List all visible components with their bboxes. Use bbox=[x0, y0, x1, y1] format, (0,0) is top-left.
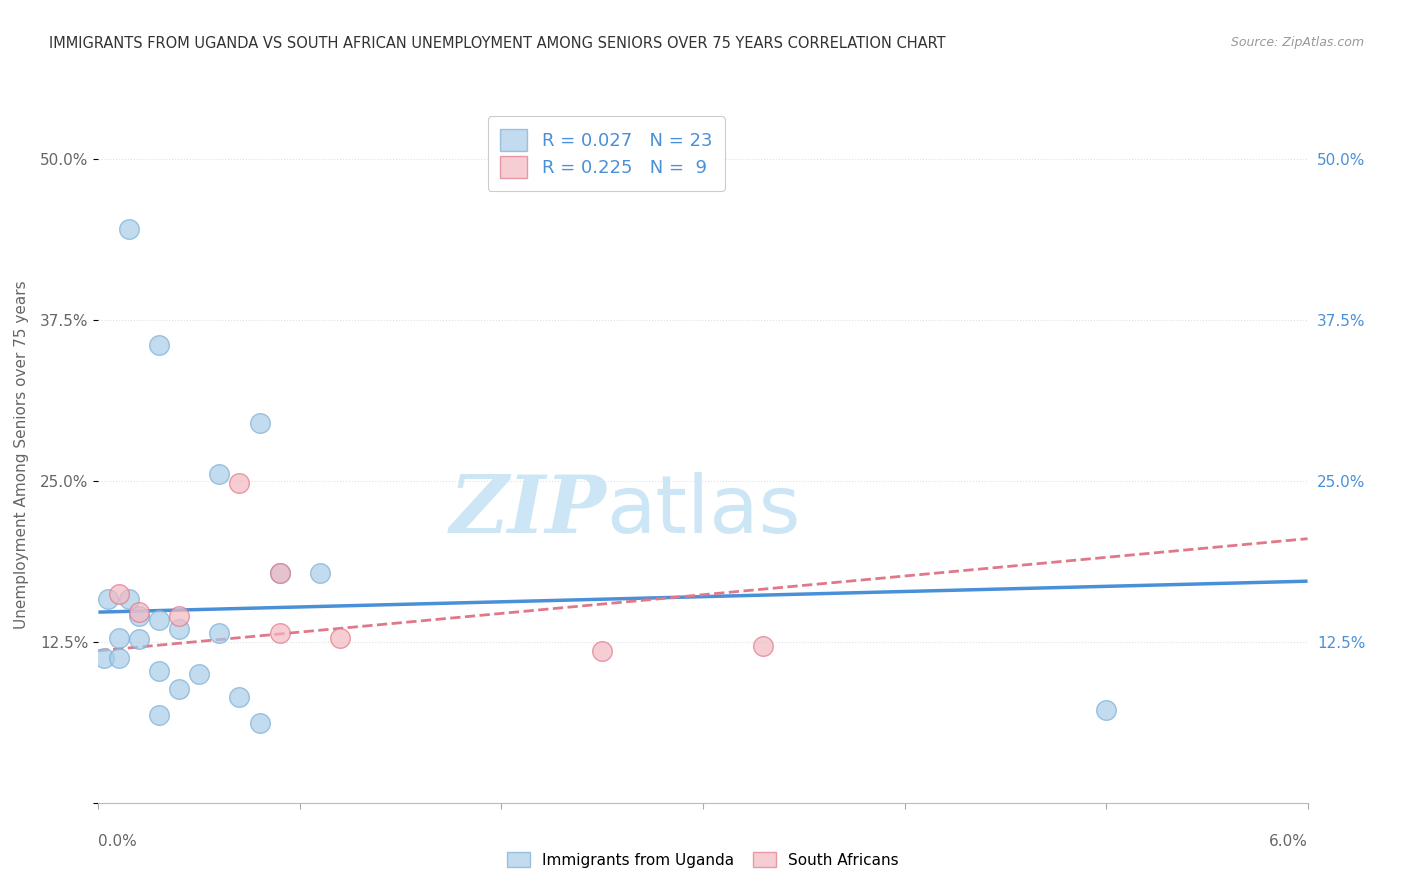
Point bbox=[309, 566, 332, 581]
Y-axis label: Unemployment Among Seniors over 75 years: Unemployment Among Seniors over 75 years bbox=[14, 281, 30, 629]
Point bbox=[269, 625, 291, 640]
Point bbox=[107, 631, 129, 645]
Point bbox=[269, 566, 291, 581]
Point bbox=[148, 708, 170, 723]
Point bbox=[269, 566, 291, 581]
Point bbox=[128, 609, 150, 624]
Point bbox=[591, 644, 613, 658]
Point bbox=[118, 592, 141, 607]
Point bbox=[249, 715, 271, 730]
Point bbox=[208, 625, 231, 640]
Text: 6.0%: 6.0% bbox=[1268, 834, 1308, 849]
Point bbox=[228, 690, 250, 705]
Point bbox=[128, 605, 150, 619]
Point bbox=[148, 665, 170, 679]
Text: Source: ZipAtlas.com: Source: ZipAtlas.com bbox=[1230, 36, 1364, 49]
Point bbox=[97, 592, 120, 607]
Point bbox=[208, 467, 231, 482]
Text: IMMIGRANTS FROM UGANDA VS SOUTH AFRICAN UNEMPLOYMENT AMONG SENIORS OVER 75 YEARS: IMMIGRANTS FROM UGANDA VS SOUTH AFRICAN … bbox=[49, 36, 946, 51]
Point bbox=[128, 632, 150, 647]
Point bbox=[107, 587, 129, 601]
Text: 0.0%: 0.0% bbox=[98, 834, 138, 849]
Point bbox=[118, 222, 141, 236]
Point bbox=[188, 667, 211, 681]
Legend: Immigrants from Uganda, South Africans: Immigrants from Uganda, South Africans bbox=[499, 844, 907, 875]
Point bbox=[752, 639, 775, 653]
Point bbox=[249, 416, 271, 430]
Text: atlas: atlas bbox=[606, 472, 800, 549]
Point bbox=[1095, 703, 1118, 717]
Point bbox=[148, 338, 170, 352]
Point bbox=[167, 682, 190, 697]
Point bbox=[167, 622, 190, 636]
Point bbox=[329, 631, 352, 645]
Point bbox=[148, 613, 170, 627]
Text: ZIP: ZIP bbox=[450, 472, 606, 549]
Point bbox=[93, 651, 115, 665]
Point bbox=[107, 651, 129, 665]
Point bbox=[167, 609, 190, 624]
Point bbox=[228, 476, 250, 491]
Legend: R = 0.027   N = 23, R = 0.225   N =  9: R = 0.027 N = 23, R = 0.225 N = 9 bbox=[488, 116, 725, 191]
